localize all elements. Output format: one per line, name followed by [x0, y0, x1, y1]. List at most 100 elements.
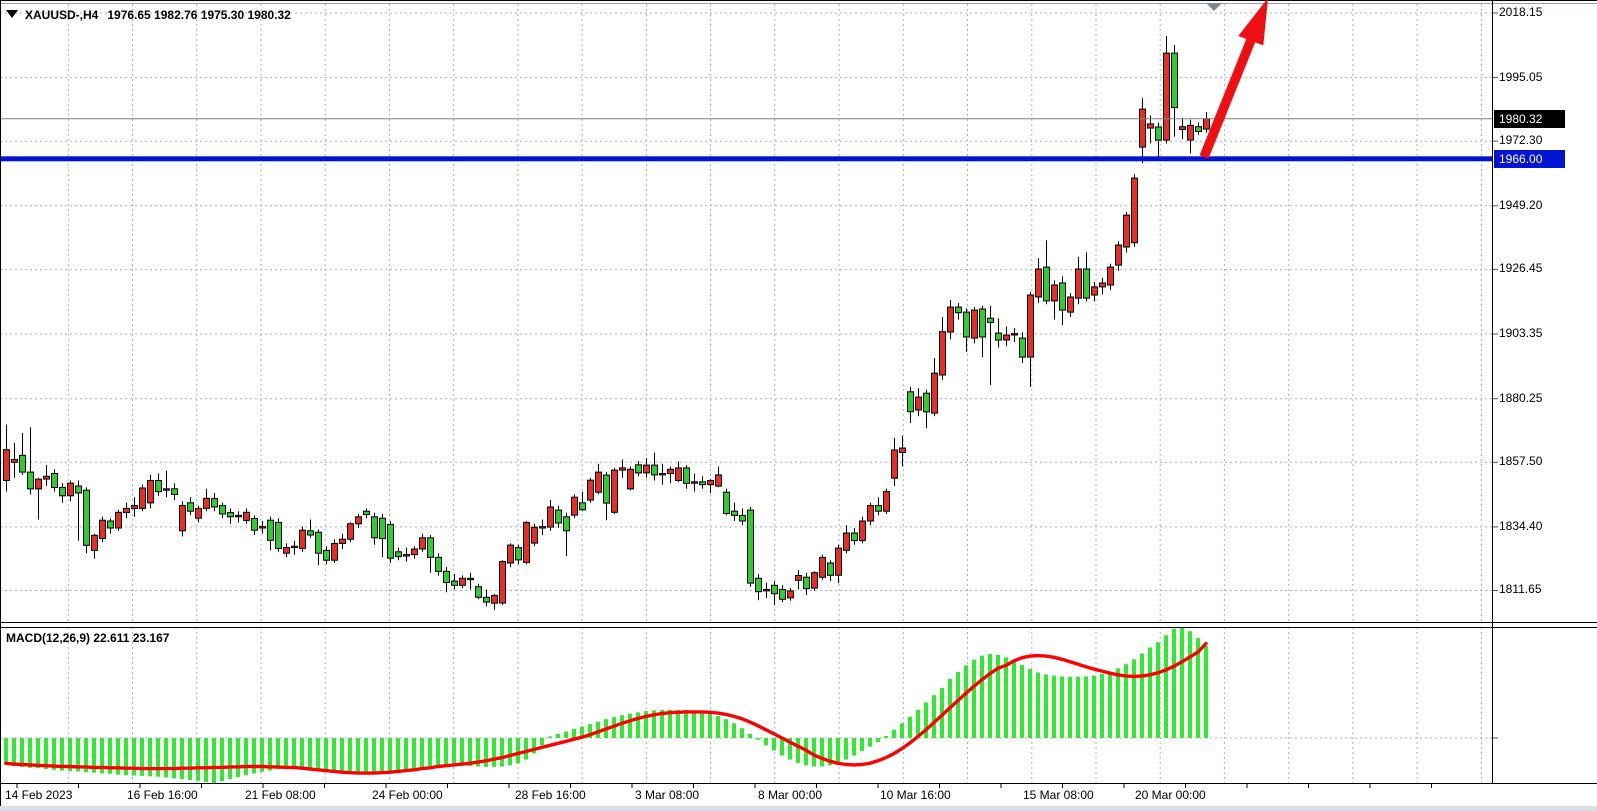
candle-body: [1163, 52, 1170, 141]
time-axis-label: 16 Feb 16:00: [127, 788, 198, 802]
time-axis-label: 21 Feb 08:00: [245, 788, 316, 802]
candle-body: [1107, 266, 1114, 286]
price-axis-label: 1972.30: [1499, 133, 1543, 147]
trend-arrow-shaft: [1199, 38, 1256, 159]
candle-body: [1091, 286, 1098, 296]
candle-body: [523, 521, 530, 563]
candle-body: [51, 473, 58, 488]
macd-histogram-bar: [868, 738, 872, 747]
macd-histogram-bar: [1132, 659, 1136, 738]
candle-body: [923, 392, 930, 413]
time-axis-label: 20 Mar 00:00: [1135, 788, 1206, 802]
macd-histogram-bar: [484, 738, 488, 767]
candle-body: [803, 576, 810, 590]
ohlc-values: 1976.65 1982.76 1975.30 1980.32: [107, 8, 291, 22]
candle-body: [1203, 118, 1210, 130]
candle-body: [763, 589, 770, 592]
macd-histogram-bar: [1164, 635, 1168, 738]
macd-histogram-bar: [900, 723, 904, 738]
macd-histogram-bar: [1036, 672, 1040, 738]
candle-body: [1187, 124, 1194, 141]
macd-histogram-bar: [444, 738, 448, 767]
macd-histogram-bar: [756, 738, 760, 740]
macd-histogram-bar: [420, 738, 424, 769]
macd-histogram-bar: [460, 738, 464, 766]
candle-body: [195, 507, 202, 519]
macd-histogram-bar: [284, 738, 288, 769]
price-axis-label: 1903.35: [1499, 326, 1543, 340]
candle-body: [59, 486, 66, 497]
macd-histogram-bar: [76, 738, 80, 772]
candle-body: [1019, 337, 1026, 358]
macd-histogram-bar: [524, 738, 528, 760]
macd-histogram-bar: [28, 738, 32, 768]
candle-body: [507, 544, 514, 564]
macd-histogram-bar: [20, 738, 24, 767]
macd-histogram-bar: [972, 659, 976, 738]
candle-body: [27, 471, 34, 490]
macd-histogram-bar: [748, 733, 752, 738]
candle-body: [35, 478, 42, 490]
candle-body: [955, 306, 962, 314]
candle-body: [451, 580, 458, 586]
macd-histogram-bar: [908, 716, 912, 738]
candle-body: [787, 590, 794, 599]
candle-body: [291, 545, 298, 549]
candle-body: [19, 454, 26, 473]
macd-histogram-bar: [740, 728, 744, 738]
macd-histogram-bar: [636, 712, 640, 738]
macd-histogram-bar: [1100, 674, 1104, 738]
candle-body: [355, 516, 362, 525]
macd-histogram-bar: [764, 738, 768, 746]
candle-body: [1059, 282, 1066, 311]
macd-histogram-bar: [1060, 676, 1064, 738]
candle-body: [875, 505, 882, 512]
candle-body: [363, 510, 370, 516]
candle-body: [595, 471, 602, 493]
candle-body: [611, 469, 618, 513]
candle-body: [371, 516, 378, 539]
macd-histogram-bar: [676, 709, 680, 738]
candle-body: [779, 589, 786, 600]
candle-body: [427, 537, 434, 558]
candle-body: [419, 537, 426, 550]
trend-arrow-head: [1238, 0, 1268, 46]
candle-body: [995, 332, 1002, 341]
macd-histogram-bar: [828, 738, 832, 766]
candle-body: [587, 479, 594, 501]
macd-histogram-bar: [860, 738, 864, 751]
macd-histogram-bar: [844, 738, 848, 760]
macd-histogram-bar: [884, 736, 888, 738]
indicator-axis[interactable]: 27.221 0.00 -11.018: [1493, 620, 1597, 790]
macd-histogram-bar: [588, 724, 592, 738]
candle-body: [1027, 294, 1034, 358]
candle-body: [571, 496, 578, 516]
candle-body: [915, 396, 922, 411]
macd-histogram-bar: [404, 738, 408, 770]
price-axis-label: 1926.45: [1499, 261, 1543, 275]
macd-histogram-bar: [12, 738, 16, 767]
price-axis[interactable]: 1980.32 1966.00 2018.15 1995.05 1972.30 194…: [1493, 0, 1597, 811]
candle-body: [203, 497, 210, 509]
candle-body: [235, 514, 242, 518]
candle-body: [1083, 268, 1090, 299]
macd-histogram-bar: [836, 738, 840, 763]
macd-histogram-bar: [716, 716, 720, 738]
candle-body: [315, 531, 322, 554]
macd-histogram-bar: [436, 738, 440, 767]
symbol-period-label: XAUUSD-,H4: [25, 8, 99, 22]
macd-histogram-bar: [980, 655, 984, 738]
time-axis-label: 15 Mar 08:00: [1023, 788, 1094, 802]
macd-histogram-bar: [532, 738, 536, 754]
time-axis-label: 10 Mar 16:00: [880, 788, 951, 802]
candle-body: [683, 467, 690, 484]
macd-histogram-bar: [220, 738, 224, 782]
indicator-label: MACD(12,26,9) 22.611 23.167: [6, 631, 170, 645]
candle-body: [1179, 126, 1186, 130]
candle-body: [411, 548, 418, 556]
macd-histogram-bar: [132, 738, 136, 776]
candle-body: [867, 505, 874, 522]
time-axis[interactable]: 14 Feb 2023 16 Feb 16:00 21 Feb 08:00 24 Fe…: [0, 784, 1597, 806]
candle-body: [947, 306, 954, 333]
